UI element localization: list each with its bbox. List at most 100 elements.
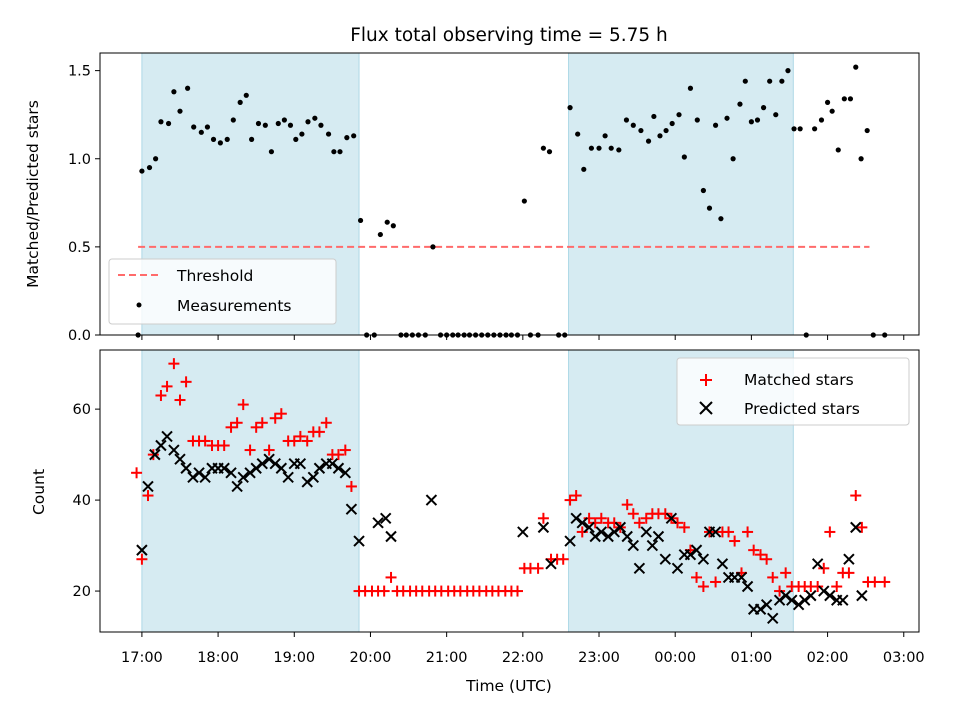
measurement-point [331, 149, 337, 155]
matched-star-point [301, 435, 313, 447]
matched-star-point [168, 358, 180, 370]
measurement-point [262, 122, 268, 128]
predicted-star-point [332, 462, 345, 474]
predicted-star-point [372, 517, 384, 529]
measurement-point [829, 108, 835, 114]
predicted-star-point [583, 521, 595, 534]
predicted-star-point [760, 599, 773, 611]
predicted-star-point [665, 512, 678, 524]
measurement-point [546, 149, 553, 155]
measurement-point [651, 113, 657, 120]
measurement-point [623, 117, 630, 123]
predicted-star-point [811, 558, 824, 570]
legend-top-box [108, 258, 337, 325]
bottom-y-tick-label: 20 [73, 584, 91, 600]
matched-star-point [557, 553, 569, 565]
bottom-y-axis-label: Count [30, 469, 48, 515]
predicted-star-point [735, 571, 748, 584]
x-tick-label: 03:00 [883, 650, 925, 666]
predicted-star-point [608, 526, 620, 538]
predicted-star-point [180, 462, 192, 474]
measurement-point [146, 164, 153, 171]
top-shaded-span [568, 52, 794, 336]
predicted-star-point [640, 526, 652, 538]
predicted-star-point [353, 535, 365, 547]
measurement-point [669, 120, 675, 127]
legend-measurements-swatch [136, 302, 142, 308]
matched-star-point [147, 449, 159, 461]
matched-star-point [659, 508, 671, 520]
predicted-star-point [576, 517, 588, 529]
predicted-star-point [824, 589, 836, 602]
measurement-point [864, 127, 870, 134]
matched-star-point [812, 581, 824, 593]
predicted-star-point [818, 585, 830, 597]
predicted-star-point [301, 476, 313, 488]
measurement-point [663, 127, 669, 134]
matched-star-point [723, 526, 735, 538]
measurement-point [596, 145, 602, 151]
matched-star-point [537, 512, 549, 524]
predicted-star-point [799, 594, 811, 606]
matched-star-point [155, 389, 167, 401]
matched-star-point [332, 449, 344, 461]
measurement-point [390, 223, 396, 229]
x-tick-label: 18:00 [197, 650, 239, 666]
measurement-point [841, 96, 847, 102]
matched-star-point [385, 571, 397, 583]
matched-star-point [231, 417, 243, 429]
measurement-point [567, 105, 573, 111]
x-tick-label: 02:00 [807, 650, 849, 666]
measurement-point [177, 108, 183, 114]
predicted-star-point [837, 594, 849, 606]
legend-predicted-swatch [699, 401, 713, 415]
measurement-point [377, 231, 383, 238]
measurement-point [521, 198, 527, 204]
predicted-star-point [767, 612, 779, 625]
matched-star-point [780, 567, 792, 579]
legend-measurements-label: Measurements [177, 297, 292, 315]
matched-star-point [640, 512, 652, 524]
measurement-point [706, 205, 713, 211]
measurement-point [687, 85, 694, 91]
matched-star-point [621, 499, 633, 511]
matched-star-point [761, 553, 773, 565]
measurement-point [191, 124, 197, 130]
measurement-point [797, 126, 803, 132]
measurement-point [818, 117, 825, 123]
predicted-star-point [779, 589, 792, 602]
predicted-star-point [595, 526, 608, 538]
top-y-axis-label: Matched/Predicted stars [24, 100, 42, 288]
matched-star-point [142, 490, 154, 502]
matched-star-point [320, 417, 332, 429]
x-tick-label: 01:00 [730, 650, 772, 666]
measurement-point [812, 126, 818, 132]
measurement-point [676, 112, 682, 118]
predicted-star-point [659, 553, 672, 565]
predicted-star-point [269, 458, 281, 470]
legend-bottom: Matched stars Predicted stars [676, 357, 910, 426]
measurement-point [198, 129, 204, 135]
matched-star-point [818, 562, 830, 574]
matched-star-point [774, 585, 786, 597]
top-y-tick-label: 0.0 [68, 328, 91, 344]
measurement-point [351, 133, 357, 139]
measurement-point [287, 122, 294, 128]
matched-star-point [843, 567, 855, 579]
measurement-point [773, 112, 779, 118]
top-y-tick-label: 1.5 [68, 64, 91, 80]
matched-star-point [263, 444, 275, 456]
matched-star-point [831, 581, 843, 593]
predicted-star-point [256, 458, 268, 470]
predicted-star-point [263, 453, 275, 465]
matched-star-point [161, 380, 173, 392]
matched-star-point [532, 562, 544, 574]
matched-star-point [225, 421, 237, 433]
measurement-point [742, 78, 748, 84]
bottom-y-tick-label: 40 [73, 493, 91, 509]
matched-star-point [755, 549, 767, 561]
matched-star-point [564, 494, 576, 506]
predicted-star-point [633, 562, 646, 575]
measurement-point [344, 135, 350, 141]
predicted-star-point [564, 535, 576, 547]
